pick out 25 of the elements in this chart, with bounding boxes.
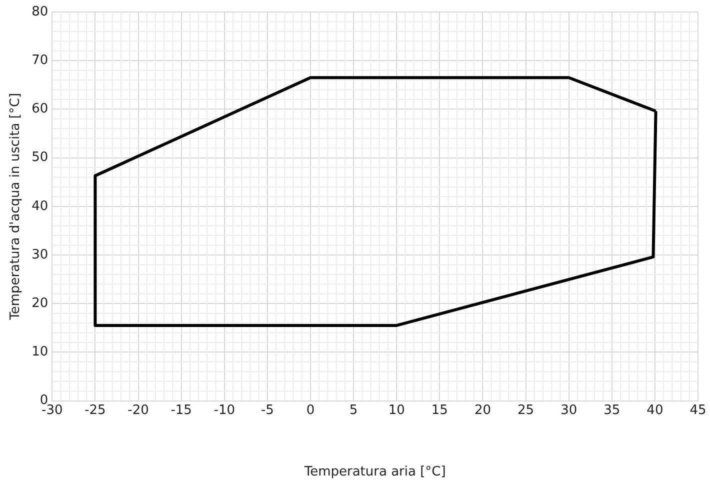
x-tick-label: 25 <box>518 402 534 418</box>
y-tick-label: 20 <box>32 296 48 311</box>
x-tick-label: 45 <box>690 402 706 418</box>
y-axis-title: Temperatura d'acqua in uscita [°C] <box>8 92 24 321</box>
x-tick-label: -20 <box>128 402 149 418</box>
x-axis-title: Temperatura aria [°C] <box>303 464 446 480</box>
y-tick-label: 80 <box>32 4 48 20</box>
x-tick-label: -5 <box>260 402 274 418</box>
x-tick-label: 35 <box>604 402 620 418</box>
x-tick-label: 30 <box>560 402 578 418</box>
x-tick-label: 5 <box>349 402 358 418</box>
x-tick-label: 15 <box>431 402 448 418</box>
x-tick-label: -15 <box>170 402 192 418</box>
y-tick-label: 10 <box>32 344 48 360</box>
y-tick-label: 40 <box>32 198 48 214</box>
y-tick-label: 60 <box>32 102 48 117</box>
x-tick-label: 20 <box>474 402 491 418</box>
y-tick-label: 30 <box>32 247 48 262</box>
x-tick-label: 40 <box>646 402 664 418</box>
y-tick-label: 70 <box>32 52 48 68</box>
x-tick-label: 0 <box>306 402 315 418</box>
x-tick-label: -25 <box>84 402 106 418</box>
y-tick-label: 50 <box>32 150 48 166</box>
x-tick-label: 10 <box>388 402 405 418</box>
x-tick-label: -10 <box>214 402 235 418</box>
